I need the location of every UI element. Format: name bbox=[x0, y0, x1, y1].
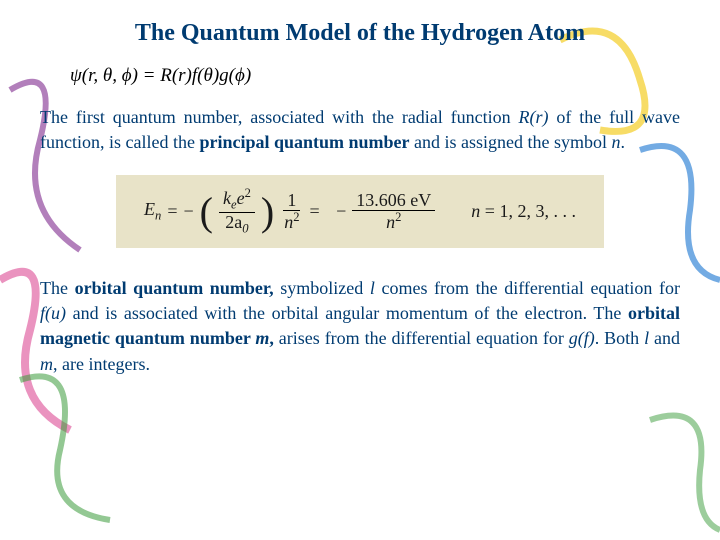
var-m2: m bbox=[40, 354, 53, 374]
text: and bbox=[649, 328, 680, 348]
rparen: ) bbox=[261, 194, 274, 230]
text: and is associated with the orbital angul… bbox=[66, 303, 628, 323]
energy-equation-container: En = − ( kee2 2a0 ) 1 n2 = − 13.606 eV bbox=[40, 175, 680, 248]
slide-content: The Quantum Model of the Hydrogen Atom ψ… bbox=[0, 0, 720, 417]
term-orbital: orbital quantum number, bbox=[75, 278, 274, 298]
minus-2: − bbox=[336, 201, 346, 222]
text: comes from the differential equation for bbox=[375, 278, 680, 298]
term-principal: principal quantum number bbox=[199, 132, 409, 152]
energy-equation-box: En = − ( kee2 2a0 ) 1 n2 = − 13.606 eV bbox=[116, 175, 604, 248]
paragraph-principal: The first quantum number, associated wit… bbox=[40, 105, 680, 155]
text: The bbox=[40, 278, 75, 298]
paragraph-orbital: The orbital quantum number, symbolized l… bbox=[40, 276, 680, 377]
text: and is assigned the symbol bbox=[410, 132, 612, 152]
var-gf: g(f) bbox=[569, 328, 595, 348]
frac-ev: 13.606 eV n2 bbox=[352, 191, 435, 232]
minus-1: − bbox=[183, 201, 193, 222]
equals-2: = bbox=[309, 201, 319, 222]
var-Rr: R(r) bbox=[519, 107, 549, 127]
var-fu: f(u) bbox=[40, 303, 66, 323]
text: arises from the differential equation fo… bbox=[274, 328, 569, 348]
frac-ke: kee2 2a0 bbox=[219, 187, 255, 236]
text: symbolized bbox=[274, 278, 370, 298]
text: The first quantum number, associated wit… bbox=[40, 107, 519, 127]
text: . bbox=[621, 132, 626, 152]
page-title: The Quantum Model of the Hydrogen Atom bbox=[40, 20, 680, 47]
text: , are integers. bbox=[53, 354, 150, 374]
lparen: ( bbox=[200, 194, 213, 230]
var-n: n bbox=[612, 132, 621, 152]
wave-function-equation: ψ(r, θ, ϕ) = R(r)f(θ)g(ϕ) bbox=[70, 65, 680, 87]
equals-1: = bbox=[167, 201, 177, 222]
text: . Both bbox=[595, 328, 644, 348]
frac-1n2: 1 n2 bbox=[280, 191, 303, 232]
n-values: n = 1, 2, 3, . . . bbox=[471, 201, 576, 222]
var-En: En bbox=[144, 199, 161, 224]
